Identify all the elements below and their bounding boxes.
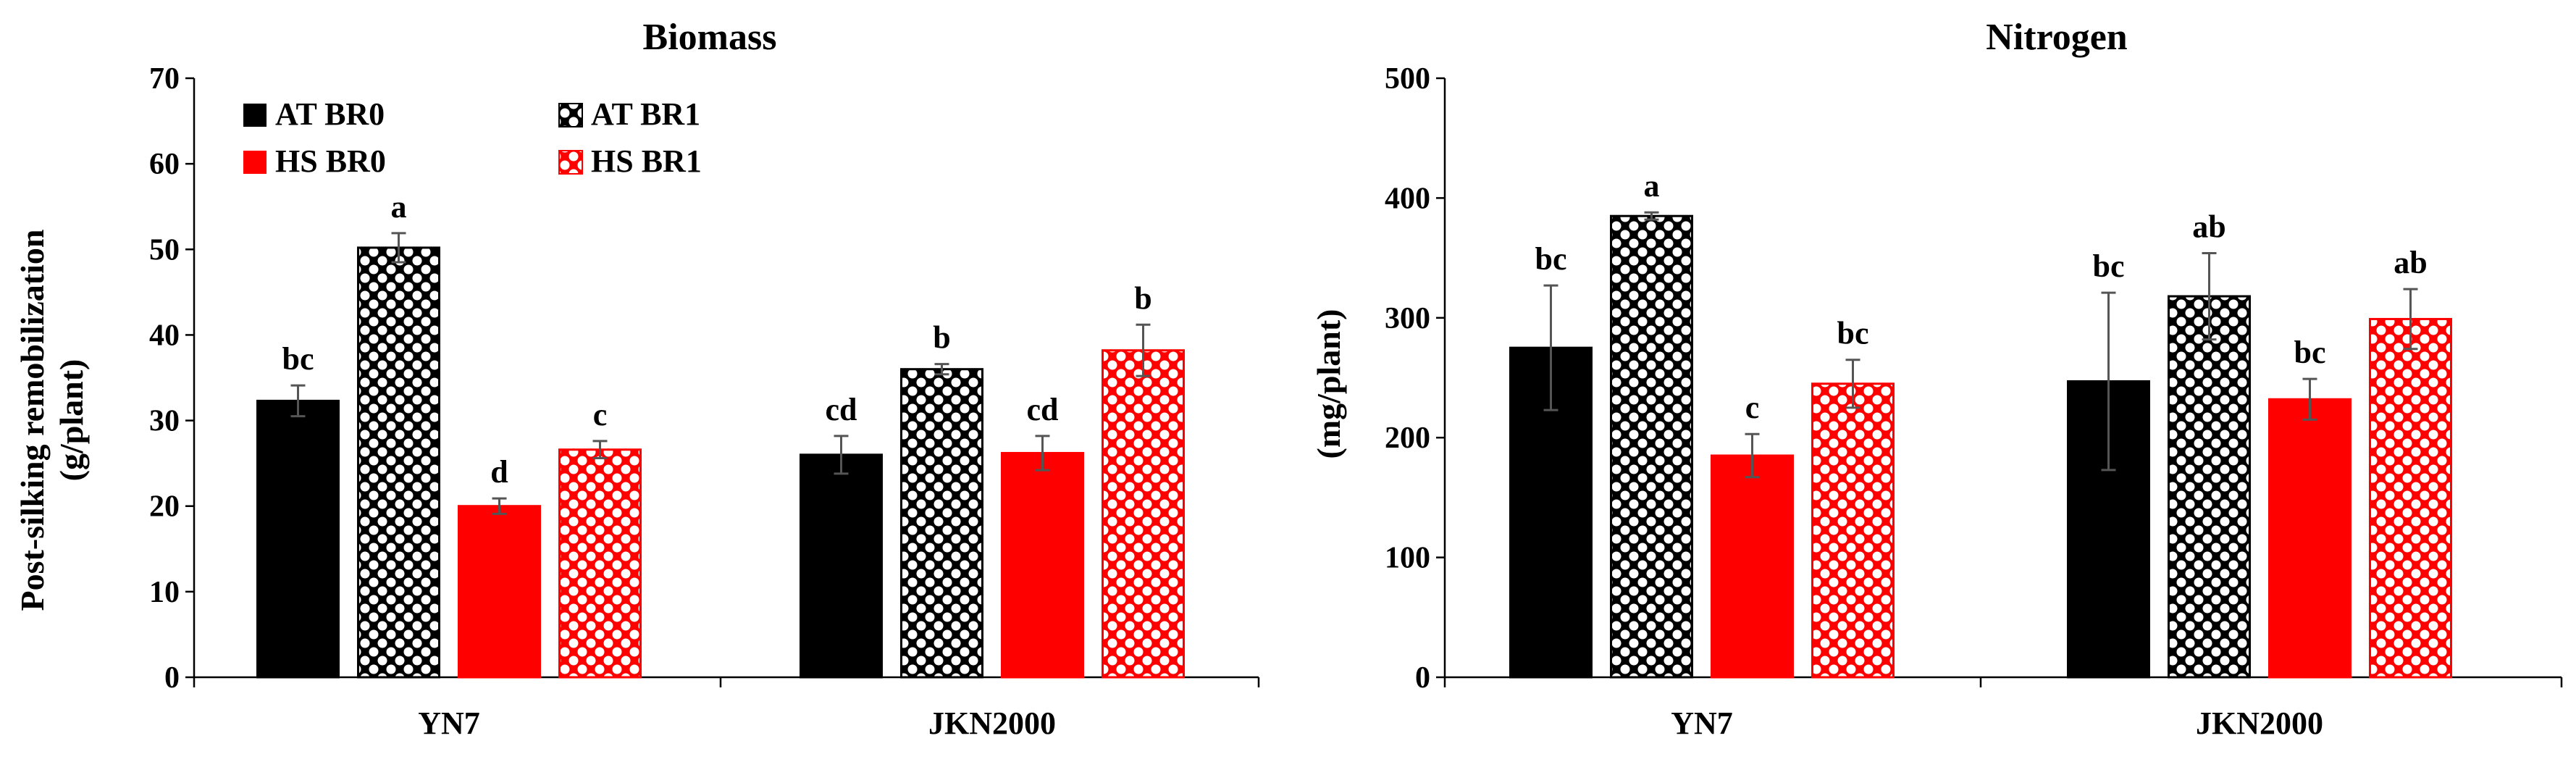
legend: AT BR0 AT BR1 HS BR0 HS BR1	[243, 96, 702, 179]
bars: bc a d c cd b cd b	[256, 189, 1185, 679]
significance-label-at-br0-jkn2000: bc	[2093, 248, 2125, 284]
y-tick-label: 50	[149, 233, 180, 267]
y-tick-label: 100	[1385, 542, 1430, 575]
bar-at-br1-jkn2000	[900, 368, 983, 679]
bars: bc a c bc bc ab bc ab	[1509, 168, 2452, 679]
axes: 0 100 200 300 400 500 YN7 JKN2000	[1385, 62, 2563, 741]
bar-hs-br1-yn7	[1811, 382, 1895, 679]
chart-title: Biomass	[643, 17, 777, 58]
y-tick-label: 30	[149, 405, 180, 438]
bar-at-br0-yn7	[256, 399, 340, 679]
bar-hs-br0-yn7	[1711, 454, 1794, 679]
y-tick-label: 10	[149, 576, 180, 609]
significance-label-hs-br1-yn7: bc	[1837, 316, 1869, 351]
significance-label-at-br0-yn7: bc	[282, 341, 314, 377]
legend-item-at-br0: AT BR0	[243, 96, 385, 132]
bar-hs-br1-yn7	[558, 448, 642, 679]
significance-label-hs-br1-jkn2000: ab	[2394, 245, 2427, 280]
bar-at-br1-jkn2000	[2168, 295, 2251, 679]
legend-swatch-at-br0	[243, 104, 267, 127]
bar-hs-br1-jkn2000	[1102, 349, 1185, 679]
axes: 0 10 20 30 40 50 60 70 YN7 JKN2000	[149, 62, 1260, 741]
y-axis-label-line1: (mg/plant)	[1310, 309, 1347, 459]
significance-label-hs-br1-yn7: c	[593, 397, 608, 432]
bar-hs-br0-jkn2000	[2268, 398, 2351, 679]
biomass-chart: Biomass Post-silking remobilization (g/p…	[14, 17, 1260, 741]
y-tick-label: 0	[1415, 661, 1430, 695]
legend-label-at-br1: AT BR1	[591, 96, 700, 132]
x-tick-label: JKN2000	[928, 706, 1056, 741]
significance-label-hs-br0-jkn2000: bc	[2294, 335, 2326, 370]
y-axis-label-line1: Post-silking remobilization	[14, 230, 51, 611]
x-tick-label: JKN2000	[2196, 706, 2323, 741]
significance-label-hs-br0-jkn2000: cd	[1027, 392, 1059, 427]
significance-label-at-br1-yn7: a	[391, 189, 407, 225]
y-tick-label: 200	[1385, 422, 1430, 455]
legend-item-at-br1: AT BR1	[558, 96, 700, 132]
bar-at-br1-yn7	[1610, 214, 1693, 679]
bar-at-br0-jkn2000	[800, 453, 883, 679]
x-tick-label: YN7	[418, 706, 480, 741]
significance-label-hs-br0-yn7: c	[1745, 390, 1760, 425]
y-axis-label: (mg/plant)	[1310, 309, 1347, 459]
y-tick-label: 60	[149, 148, 180, 181]
nitrogen-chart: Nitrogen (mg/plant) 0 100 200 300 400 500 YN7 J…	[1310, 17, 2563, 741]
y-tick-label: 40	[149, 319, 180, 352]
significance-label-hs-br0-yn7: d	[490, 454, 508, 490]
bar-at-br1-yn7	[357, 246, 440, 679]
legend-item-hs-br0: HS BR0	[243, 143, 386, 179]
y-tick-label: 500	[1385, 62, 1430, 96]
chart-title: Nitrogen	[1986, 17, 2128, 58]
legend-label-at-br0: AT BR0	[275, 96, 385, 132]
y-tick-label: 0	[164, 661, 180, 695]
legend-label-hs-br0: HS BR0	[275, 143, 386, 179]
significance-label-hs-br1-jkn2000: b	[1134, 280, 1151, 316]
legend-swatch-hs-br0	[243, 151, 267, 174]
legend-label-hs-br1: HS BR1	[591, 143, 702, 179]
legend-item-hs-br1: HS BR1	[558, 143, 702, 179]
significance-label-at-br1-yn7: a	[1644, 168, 1660, 204]
legend-swatch-at-br1	[558, 103, 583, 127]
bar-hs-br1-jkn2000	[2369, 317, 2452, 679]
y-axis-label: Post-silking remobilization (g/plant)	[14, 230, 90, 611]
bar-hs-br0-yn7	[458, 505, 541, 679]
y-tick-label: 70	[149, 62, 180, 96]
significance-label-at-br1-jkn2000: b	[933, 320, 950, 356]
y-tick-label: 300	[1385, 302, 1430, 335]
y-tick-label: 20	[149, 490, 180, 524]
legend-swatch-hs-br1	[558, 150, 583, 175]
significance-label-at-br0-yn7: bc	[1535, 241, 1567, 277]
significance-label-at-br1-jkn2000: ab	[2192, 209, 2225, 244]
y-tick-label: 400	[1385, 182, 1430, 215]
x-tick-label: YN7	[1671, 706, 1733, 741]
y-axis-label-line2: (g/plant)	[53, 359, 90, 482]
significance-label-at-br0-jkn2000: cd	[826, 392, 857, 427]
bar-hs-br0-jkn2000	[1001, 451, 1084, 679]
